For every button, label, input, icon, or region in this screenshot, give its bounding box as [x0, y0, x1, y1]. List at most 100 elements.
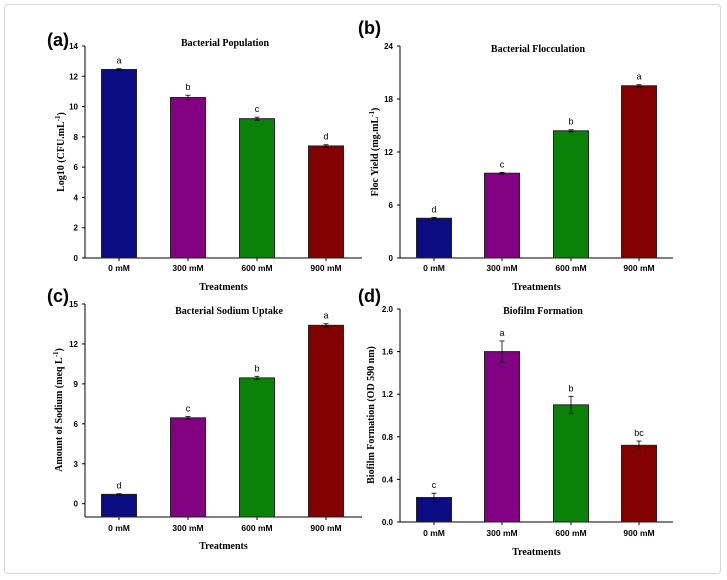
panel-label: (d): [358, 286, 381, 306]
y-axis-label-part: -1: [52, 351, 60, 357]
chart-panel-2: (b) Bacterial Flocculation 0 6 12 18 24 Floc Yi…: [358, 18, 673, 293]
bar: [308, 145, 344, 259]
x-tick-label: 300 mM: [486, 528, 517, 538]
chart-panel-3: (c) Bacterial Sodium Uptake 0 3 6 9 12 15 Amount…: [47, 286, 362, 552]
x-tick-label: 300 mM: [172, 523, 203, 533]
bar: [621, 85, 657, 259]
y-axis-label-part: ): [54, 348, 65, 351]
chart-title: Bacterial Sodium Uptake: [175, 306, 283, 317]
y-axis-label: Log10 (CFU.mL-1): [54, 112, 67, 192]
y-tick-label: 12: [69, 340, 78, 349]
bar: [239, 377, 275, 518]
y-tick-label: 6: [74, 163, 79, 172]
significance-letter: d: [116, 481, 121, 491]
chart-title: Bacterial Flocculation: [491, 44, 586, 55]
y-tick-label: 0.0: [382, 518, 394, 527]
y-axis-label-part: Amount of Sodium (meq L: [54, 357, 65, 472]
bar: [308, 324, 344, 518]
y-tick-label: 10: [69, 103, 78, 112]
chart-title: Bacterial Population: [181, 38, 269, 49]
y-axis-label-part: Floc Yield (mg.mL: [370, 117, 381, 197]
y-axis-label-part: Biofilm Formation (OD 590 nm): [366, 346, 377, 484]
chart-panel-1: (a) Bacterial Population 0 2 4 6 8 10 12 14 Log10 …: [47, 30, 362, 293]
significance-letter: b: [185, 82, 190, 92]
significance-letter: b: [568, 117, 573, 127]
significance-letter: bc: [634, 428, 644, 438]
significance-letter: c: [500, 159, 505, 169]
x-tick-label: 600 mM: [241, 263, 272, 273]
y-tick-label: 0: [389, 254, 394, 263]
bar: [484, 351, 520, 523]
panel-label: (b): [358, 18, 381, 38]
significance-letter: a: [499, 328, 504, 338]
panel-label: (a): [47, 30, 69, 50]
y-axis-label-part: ): [370, 108, 381, 111]
x-tick-label: 900 mM: [623, 528, 654, 538]
bar: [553, 130, 589, 259]
panel-label: (c): [47, 286, 69, 306]
significance-letter: c: [186, 403, 191, 413]
bar: [101, 68, 137, 259]
y-tick-label: 4: [74, 193, 79, 202]
significance-letter: d: [323, 132, 328, 142]
x-axis-label: Treatments: [199, 541, 248, 552]
x-tick-label: 900 mM: [623, 263, 654, 273]
x-axis-label: Treatments: [512, 282, 561, 293]
y-tick-label: 24: [384, 42, 393, 51]
y-tick-label: 15: [69, 300, 78, 309]
x-tick-label: 0 mM: [108, 263, 130, 273]
x-tick-label: 300 mM: [172, 263, 203, 273]
bar: [101, 493, 137, 518]
y-tick-label: 0.4: [382, 475, 394, 484]
x-tick-label: 900 mM: [310, 263, 341, 273]
y-tick-label: 0: [74, 500, 79, 509]
y-tick-label: 12: [384, 148, 393, 157]
y-tick-label: 18: [384, 95, 393, 104]
significance-letter: b: [254, 363, 259, 373]
y-axis-label: Amount of Sodium (meq L-1): [52, 348, 65, 472]
bar: [416, 217, 452, 259]
y-tick-label: 6: [74, 420, 79, 429]
y-axis-label: Floc Yield (mg.mL-1): [368, 108, 381, 197]
bar: [621, 444, 657, 523]
significance-letter: b: [568, 383, 573, 393]
x-tick-label: 0 mM: [108, 523, 130, 533]
y-tick-label: 1.6: [382, 348, 394, 357]
x-tick-label: 600 mM: [555, 263, 586, 273]
x-tick-label: 0 mM: [423, 528, 445, 538]
bar: [553, 404, 589, 523]
y-tick-label: 6: [389, 201, 394, 210]
x-axis-label: Treatments: [512, 547, 561, 558]
significance-letter: d: [431, 204, 436, 214]
significance-letter: a: [323, 311, 328, 321]
y-axis-label: Biofilm Formation (OD 590 nm): [366, 346, 377, 484]
y-tick-label: 0: [74, 254, 79, 263]
y-axis-label-part: -1: [54, 115, 62, 121]
y-tick-label: 14: [69, 42, 78, 51]
bar: [416, 497, 452, 523]
y-tick-label: 1.2: [382, 390, 394, 399]
bar: [484, 172, 520, 259]
y-tick-label: 8: [74, 133, 79, 142]
y-tick-label: 2.0: [382, 305, 394, 314]
y-axis-label-part: Log10 (CFU.mL: [56, 121, 67, 192]
significance-letter: c: [432, 480, 437, 490]
x-tick-label: 300 mM: [486, 263, 517, 273]
bar: [239, 118, 275, 259]
x-tick-label: 0 mM: [423, 263, 445, 273]
y-axis-label-part: -1: [368, 110, 376, 116]
significance-letter: a: [116, 56, 121, 66]
significance-letter: c: [255, 104, 260, 114]
y-tick-label: 12: [69, 72, 78, 81]
bar: [170, 96, 206, 259]
chart-title: Biofilm Formation: [503, 306, 583, 317]
y-tick-label: 9: [74, 380, 79, 389]
x-tick-label: 900 mM: [310, 523, 341, 533]
y-tick-label: 2: [74, 224, 79, 233]
y-axis-label-part: ): [56, 112, 67, 115]
x-axis-label: Treatments: [199, 282, 248, 293]
significance-letter: a: [636, 72, 641, 82]
x-tick-label: 600 mM: [555, 528, 586, 538]
